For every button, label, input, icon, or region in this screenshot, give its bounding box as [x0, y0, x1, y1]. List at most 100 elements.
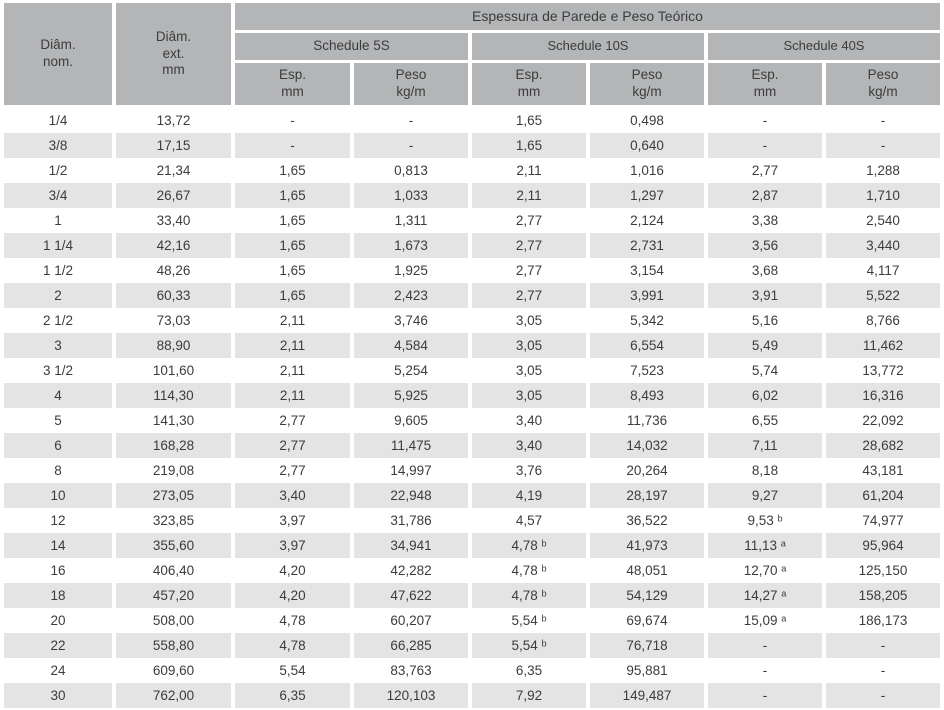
cell-10s-esp: 3,05	[472, 333, 586, 358]
header-schedule-5s: Schedule 5S	[235, 33, 468, 60]
cell-10s-peso: 3,154	[590, 258, 704, 283]
cell-diam-nom: 1 1/4	[4, 233, 112, 258]
cell-10s-esp: 2,77	[472, 208, 586, 233]
cell-5s-esp: 4,78	[235, 608, 350, 633]
cell-diam-ext: 42,16	[116, 233, 231, 258]
cell-5s-peso: 1,311	[354, 208, 468, 233]
cell-10s-esp: 4,57	[472, 508, 586, 533]
cell-10s-esp: 2,11	[472, 158, 586, 183]
cell-40s-esp: 2,87	[708, 183, 822, 208]
header-schedule-10s: Schedule 10S	[472, 33, 704, 60]
cell-40s-esp: -	[708, 683, 822, 708]
cell-40s-esp: 7,11	[708, 433, 822, 458]
cell-10s-peso: 95,881	[590, 658, 704, 683]
cell-40s-peso: 28,682	[826, 433, 940, 458]
cell-diam-nom: 18	[4, 583, 112, 608]
cell-40s-esp: 9,27	[708, 483, 822, 508]
cell-10s-peso: 54,129	[590, 583, 704, 608]
header-diam-ext: Diâm. ext. mm	[116, 3, 231, 105]
cell-5s-peso: 11,475	[354, 433, 468, 458]
cell-5s-esp: -	[235, 108, 350, 133]
cell-10s-esp: 4,78 ᵇ	[472, 583, 586, 608]
cell-40s-esp: 9,53 ᵇ	[708, 508, 822, 533]
cell-5s-esp: 2,11	[235, 358, 350, 383]
cell-10s-esp: 7,92	[472, 683, 586, 708]
cell-5s-esp: 6,35	[235, 683, 350, 708]
cell-10s-esp: 5,54 ᵇ	[472, 633, 586, 658]
cell-10s-peso: 1,297	[590, 183, 704, 208]
cell-10s-esp: 4,78 ᵇ	[472, 558, 586, 583]
header-diam-nom: Diâm. nom.	[4, 3, 112, 105]
cell-40s-esp: 6,55	[708, 408, 822, 433]
cell-5s-esp: 2,11	[235, 383, 350, 408]
cell-5s-peso: 3,746	[354, 308, 468, 333]
cell-diam-nom: 3	[4, 333, 112, 358]
cell-40s-esp: 3,68	[708, 258, 822, 283]
header-40s-peso: Peso kg/m	[826, 63, 940, 105]
cell-5s-peso: 83,763	[354, 658, 468, 683]
cell-diam-ext: 323,85	[116, 508, 231, 533]
cell-40s-esp: 2,77	[708, 158, 822, 183]
cell-5s-esp: 2,11	[235, 308, 350, 333]
cell-10s-esp: 1,65	[472, 133, 586, 158]
cell-diam-nom: 3/8	[4, 133, 112, 158]
cell-diam-ext: 141,30	[116, 408, 231, 433]
cell-40s-esp: 14,27 ᵃ	[708, 583, 822, 608]
cell-10s-peso: 5,342	[590, 308, 704, 333]
cell-40s-esp: -	[708, 133, 822, 158]
cell-diam-ext: 60,33	[116, 283, 231, 308]
cell-diam-ext: 13,72	[116, 108, 231, 133]
cell-5s-esp: -	[235, 133, 350, 158]
header-10s-peso: Peso kg/m	[590, 63, 704, 105]
cell-40s-peso: -	[826, 108, 940, 133]
cell-5s-peso: -	[354, 133, 468, 158]
cell-diam-nom: 20	[4, 608, 112, 633]
cell-40s-peso: 8,766	[826, 308, 940, 333]
cell-5s-esp: 1,65	[235, 233, 350, 258]
cell-5s-peso: 34,941	[354, 533, 468, 558]
cell-40s-peso: 13,772	[826, 358, 940, 383]
cell-diam-nom: 2 1/2	[4, 308, 112, 333]
cell-diam-ext: 21,34	[116, 158, 231, 183]
cell-10s-esp: 3,05	[472, 383, 586, 408]
cell-10s-peso: 41,973	[590, 533, 704, 558]
cell-5s-esp: 3,97	[235, 533, 350, 558]
cell-10s-peso: 3,991	[590, 283, 704, 308]
cell-10s-peso: 48,051	[590, 558, 704, 583]
cell-5s-esp: 4,78	[235, 633, 350, 658]
cell-5s-peso: 5,925	[354, 383, 468, 408]
cell-40s-peso: -	[826, 133, 940, 158]
cell-5s-esp: 1,65	[235, 258, 350, 283]
cell-diam-nom: 2	[4, 283, 112, 308]
cell-diam-nom: 14	[4, 533, 112, 558]
cell-10s-peso: 14,032	[590, 433, 704, 458]
cell-40s-esp: 3,56	[708, 233, 822, 258]
cell-diam-ext: 33,40	[116, 208, 231, 233]
cell-10s-peso: 149,487	[590, 683, 704, 708]
cell-10s-esp: 2,77	[472, 258, 586, 283]
cell-diam-ext: 101,60	[116, 358, 231, 383]
cell-40s-peso: 125,150	[826, 558, 940, 583]
cell-10s-peso: 2,124	[590, 208, 704, 233]
cell-5s-esp: 4,20	[235, 558, 350, 583]
cell-5s-peso: 14,997	[354, 458, 468, 483]
cell-5s-peso: 22,948	[354, 483, 468, 508]
cell-diam-nom: 1	[4, 208, 112, 233]
cell-5s-peso: 31,786	[354, 508, 468, 533]
cell-diam-nom: 1/2	[4, 158, 112, 183]
cell-40s-esp: 5,74	[708, 358, 822, 383]
cell-5s-peso: 60,207	[354, 608, 468, 633]
cell-40s-peso: 1,288	[826, 158, 940, 183]
cell-5s-peso: 120,103	[354, 683, 468, 708]
cell-5s-esp: 2,77	[235, 433, 350, 458]
cell-10s-peso: 7,523	[590, 358, 704, 383]
cell-10s-peso: 76,718	[590, 633, 704, 658]
cell-10s-esp: 3,40	[472, 433, 586, 458]
cell-5s-esp: 3,97	[235, 508, 350, 533]
cell-diam-nom: 5	[4, 408, 112, 433]
cell-40s-peso: 1,710	[826, 183, 940, 208]
cell-40s-esp: -	[708, 658, 822, 683]
cell-40s-peso: 186,173	[826, 608, 940, 633]
cell-10s-esp: 1,65	[472, 108, 586, 133]
cell-40s-esp: 5,16	[708, 308, 822, 333]
